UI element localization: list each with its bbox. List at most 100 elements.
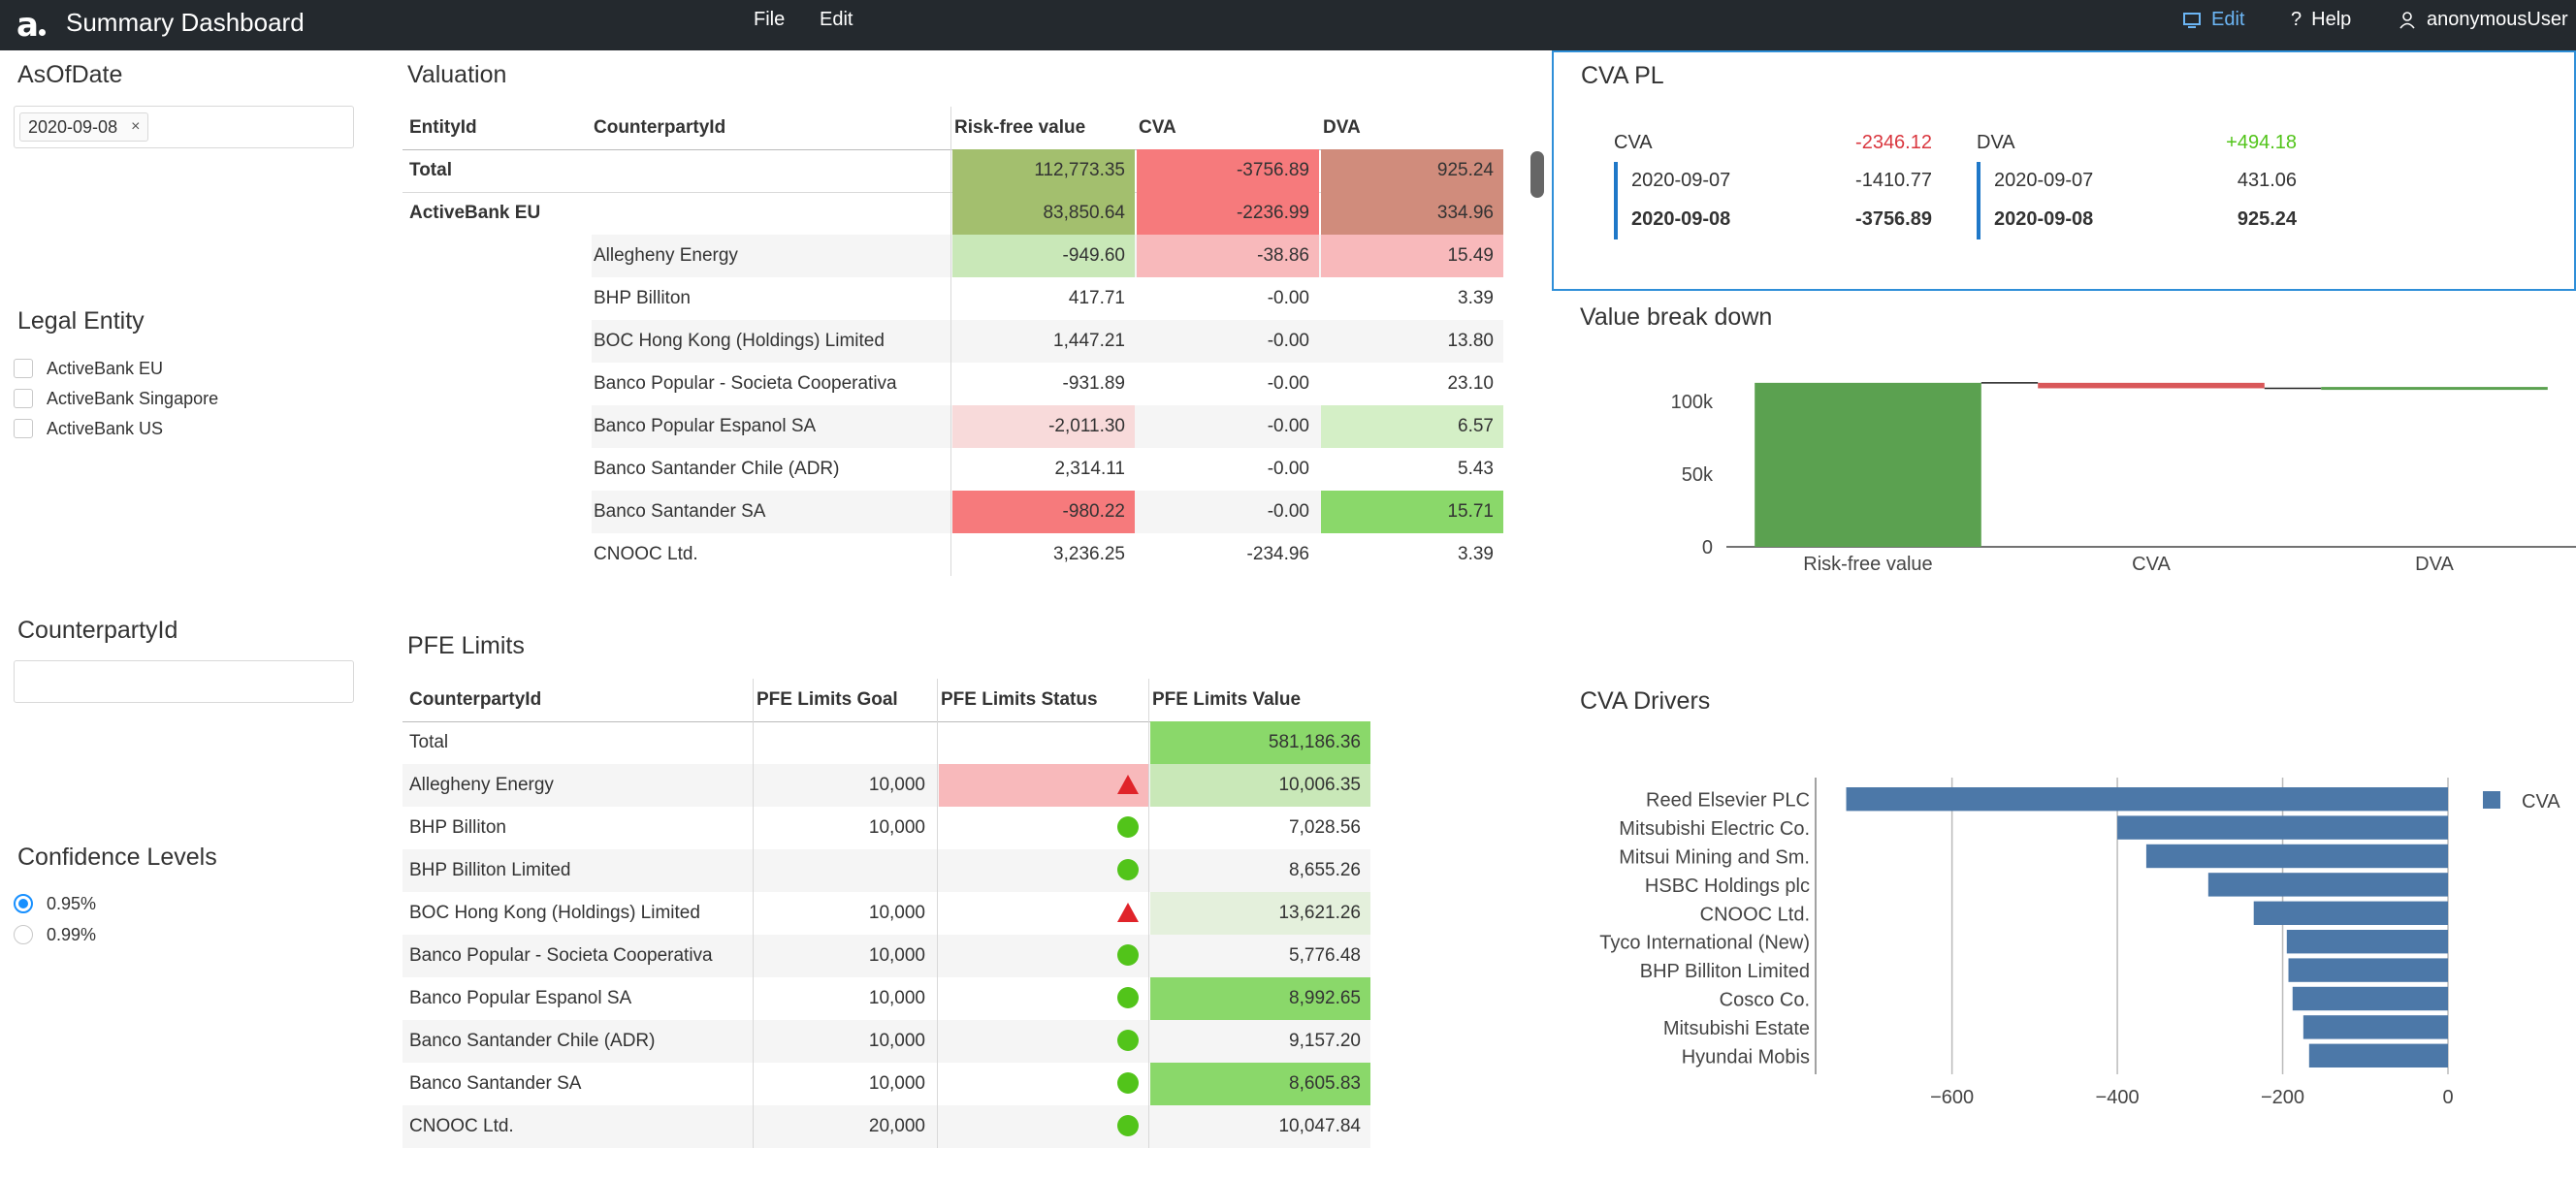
counterparty-header[interactable]: CounterpartyId bbox=[594, 117, 726, 138]
pfe-cell-cp[interactable]: BHP Billiton bbox=[409, 817, 506, 838]
valuation-cell-rfv[interactable]: -980.22 bbox=[952, 491, 1135, 533]
valuation-cell-cva[interactable]: -0.00 bbox=[1267, 331, 1309, 351]
pfe-cell-value[interactable]: 9,157.20 bbox=[1289, 1031, 1361, 1051]
legal-entity-option[interactable]: ActiveBank Singapore bbox=[14, 385, 218, 412]
pfe-cell-goal[interactable]: 10,000 bbox=[868, 945, 925, 966]
valuation-cell-counterparty[interactable]: Banco Santander SA bbox=[594, 501, 766, 522]
pfe-status-cell[interactable] bbox=[939, 1063, 1148, 1105]
menu-edit[interactable]: Edit bbox=[820, 9, 853, 30]
pfe-status-cell[interactable] bbox=[939, 1105, 1148, 1148]
pfe-cell-value[interactable]: 10,006.35 bbox=[1150, 764, 1370, 807]
valuation-cell-rfv[interactable]: 3,236.25 bbox=[1053, 544, 1125, 564]
valuation-cell-counterparty[interactable]: Banco Popular - Societa Cooperativa bbox=[594, 373, 897, 394]
pfe-status-cell[interactable] bbox=[939, 764, 1148, 807]
valuation-cell-entity[interactable] bbox=[407, 405, 592, 448]
pfe-cell-value[interactable]: 8,655.26 bbox=[1289, 860, 1361, 880]
pfe-cell-goal[interactable]: 10,000 bbox=[868, 903, 925, 923]
close-icon[interactable]: × bbox=[131, 118, 141, 135]
pfe-cell-goal[interactable]: 10,000 bbox=[868, 1031, 925, 1051]
pfe-cell-value[interactable]: 13,621.26 bbox=[1150, 892, 1370, 935]
pfe-cell-value[interactable]: 5,776.48 bbox=[1289, 945, 1361, 966]
pfe-goal-header[interactable]: PFE Limits Goal bbox=[757, 689, 898, 710]
valuation-cell-entity[interactable] bbox=[407, 491, 592, 533]
counterparty-input[interactable] bbox=[14, 660, 354, 703]
pfe-status-cell[interactable] bbox=[939, 721, 1148, 764]
valuation-cell-entity[interactable] bbox=[407, 533, 592, 576]
pfe-status-cell[interactable] bbox=[939, 849, 1148, 892]
valuation-cell-rfv[interactable]: 417.71 bbox=[1068, 288, 1125, 308]
pfe-cell-cp[interactable]: Banco Santander Chile (ADR) bbox=[409, 1031, 656, 1051]
valuation-cell-cva[interactable]: -38.86 bbox=[1137, 235, 1319, 277]
valuation-cell-rfv[interactable]: 112,773.35 bbox=[952, 149, 1135, 192]
valuation-cell-entity[interactable]: Total bbox=[409, 160, 452, 180]
pfe-cell-cp[interactable]: Allegheny Energy bbox=[409, 775, 554, 795]
valuation-cell-counterparty[interactable] bbox=[592, 149, 950, 192]
valuation-cell-dva[interactable]: 334.96 bbox=[1321, 192, 1503, 235]
help-button[interactable]: ? Help bbox=[2291, 9, 2351, 31]
valuation-cell-entity[interactable] bbox=[407, 363, 592, 405]
valuation-cell-entity[interactable] bbox=[407, 277, 592, 320]
pfe-cell-cp[interactable]: Banco Santander SA bbox=[409, 1073, 582, 1094]
valuation-cell-entity[interactable] bbox=[407, 235, 592, 277]
legal-entity-option[interactable]: ActiveBank EU bbox=[14, 355, 163, 382]
valuation-cell-cva[interactable]: -234.96 bbox=[1246, 544, 1309, 564]
valuation-cell-cva[interactable]: -0.00 bbox=[1267, 416, 1309, 436]
valuation-cell-dva[interactable]: 15.49 bbox=[1321, 235, 1503, 277]
pfe-cell-goal[interactable]: 10,000 bbox=[868, 775, 925, 795]
dva-header[interactable]: DVA bbox=[1323, 117, 1361, 138]
pfe-cell-goal[interactable] bbox=[755, 849, 935, 892]
valuation-cell-dva[interactable]: 6.57 bbox=[1321, 405, 1503, 448]
pfe-status-cell[interactable] bbox=[939, 977, 1148, 1020]
valuation-cell-dva[interactable]: 925.24 bbox=[1321, 149, 1503, 192]
pfe-status-header[interactable]: PFE Limits Status bbox=[941, 689, 1098, 710]
valuation-cell-rfv[interactable]: -2,011.30 bbox=[952, 405, 1135, 448]
valuation-cell-cva[interactable]: -2236.99 bbox=[1137, 192, 1319, 235]
pfe-cell-value[interactable]: 8,605.83 bbox=[1150, 1063, 1370, 1105]
pfe-status-cell[interactable] bbox=[939, 1020, 1148, 1063]
valuation-cell-rfv[interactable]: 83,850.64 bbox=[952, 192, 1135, 235]
user-menu[interactable]: anonymousUser bbox=[2398, 9, 2568, 31]
valuation-cell-counterparty[interactable]: BHP Billiton bbox=[594, 288, 691, 308]
confidence-option[interactable]: 0.95% bbox=[14, 890, 96, 917]
valuation-cell-cva[interactable]: -3756.89 bbox=[1137, 149, 1319, 192]
valuation-cell-counterparty[interactable]: BOC Hong Kong (Holdings) Limited bbox=[594, 331, 885, 351]
checkbox[interactable] bbox=[14, 419, 33, 438]
pfe-cell-value[interactable]: 581,186.36 bbox=[1150, 721, 1370, 764]
checkbox[interactable] bbox=[14, 359, 33, 378]
radio-selected[interactable] bbox=[14, 894, 33, 913]
valuation-cell-counterparty[interactable]: Banco Popular Espanol SA bbox=[594, 416, 817, 436]
entity-header[interactable]: EntityId bbox=[409, 117, 477, 138]
valuation-cell-counterparty[interactable]: Allegheny Energy bbox=[594, 245, 738, 266]
pfe-cell-goal[interactable]: 10,000 bbox=[868, 817, 925, 838]
valuation-cell-entity[interactable] bbox=[407, 448, 592, 491]
valuation-cell-dva[interactable]: 13.80 bbox=[1447, 331, 1494, 351]
valuation-cell-cva[interactable]: -0.00 bbox=[1267, 288, 1309, 308]
risk-free-value-header[interactable]: Risk-free value bbox=[954, 117, 1086, 138]
valuation-cell-dva[interactable]: 5.43 bbox=[1458, 459, 1494, 479]
pfe-cell-cp[interactable]: Total bbox=[409, 732, 449, 752]
pfe-cell-goal[interactable]: 10,000 bbox=[868, 1073, 925, 1094]
valuation-cell-cva[interactable]: -0.00 bbox=[1267, 373, 1309, 394]
pfe-cell-goal[interactable]: 20,000 bbox=[868, 1116, 925, 1136]
valuation-cell-rfv[interactable]: -949.60 bbox=[952, 235, 1135, 277]
pfe-status-cell[interactable] bbox=[939, 807, 1148, 849]
valuation-cell-counterparty[interactable] bbox=[592, 192, 950, 235]
pfe-cell-cp[interactable]: BHP Billiton Limited bbox=[409, 860, 571, 880]
valuation-cell-dva[interactable]: 15.71 bbox=[1321, 491, 1503, 533]
valuation-cell-dva[interactable]: 3.39 bbox=[1458, 544, 1494, 564]
valuation-cell-entity[interactable]: ActiveBank EU bbox=[409, 203, 541, 223]
radio[interactable] bbox=[14, 925, 33, 944]
pfe-cell-cp[interactable]: CNOOC Ltd. bbox=[409, 1116, 514, 1136]
app-logo[interactable]: a bbox=[16, 6, 46, 45]
valuation-cell-cva[interactable]: -0.00 bbox=[1267, 459, 1309, 479]
legal-entity-option[interactable]: ActiveBank US bbox=[14, 415, 163, 442]
valuation-cell-counterparty[interactable]: CNOOC Ltd. bbox=[594, 544, 698, 564]
edit-mode-button[interactable]: Edit bbox=[2182, 9, 2244, 31]
pfe-cell-cp[interactable]: Banco Popular Espanol SA bbox=[409, 988, 632, 1008]
pfe-value-header[interactable]: PFE Limits Value bbox=[1152, 689, 1302, 710]
asofdate-select[interactable]: 2020-09-08 × bbox=[14, 106, 354, 148]
valuation-cell-cva[interactable]: -0.00 bbox=[1267, 501, 1309, 522]
pfe-cell-cp[interactable]: Banco Popular - Societa Cooperativa bbox=[409, 945, 713, 966]
valuation-cell-rfv[interactable]: -931.89 bbox=[1062, 373, 1125, 394]
pfe-cell-value[interactable]: 8,992.65 bbox=[1150, 977, 1370, 1020]
